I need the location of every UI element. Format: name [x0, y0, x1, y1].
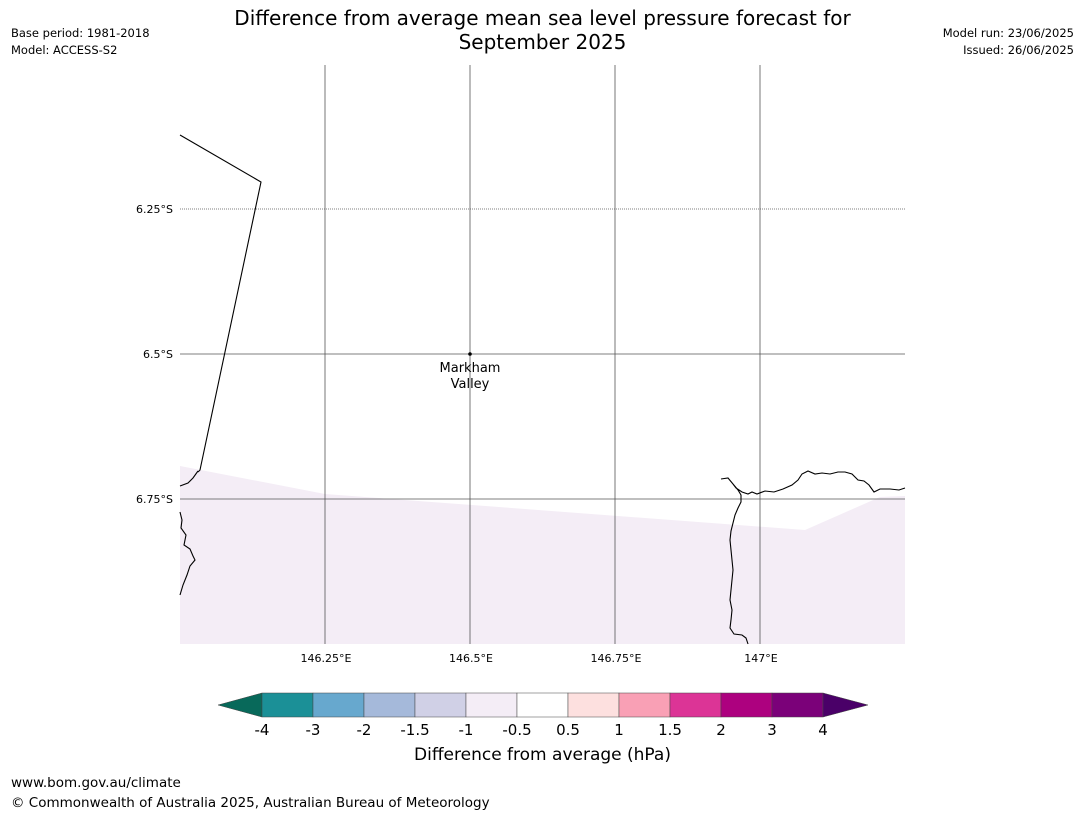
- colorbar-title: Difference from average (hPa): [414, 745, 671, 765]
- colorbar-segment: [363, 692, 416, 718]
- footer-website: www.bom.gov.au/climate: [11, 775, 181, 791]
- colorbar-extend-high: [822, 692, 869, 718]
- colorbar-segment: [312, 692, 365, 718]
- anomaly-fill: [180, 466, 905, 644]
- footer-copyright: © Commonwealth of Australia 2025, Austra…: [11, 795, 490, 811]
- place-marker: [468, 352, 472, 356]
- province-boundary: [179, 134, 262, 473]
- colorbar-tick-label: 3: [767, 721, 777, 739]
- colorbar-segment: [465, 692, 518, 718]
- colorbar-tick-label: -4: [255, 721, 270, 739]
- place-name-line-2: Valley: [451, 377, 490, 392]
- meta-right: Model run: 23/06/2025 Issued: 26/06/2025: [943, 25, 1074, 59]
- colorbar-segment: [720, 692, 773, 718]
- lon-tick-label: 146.75°E: [591, 652, 642, 665]
- colorbar-tick-label: -1.5: [400, 721, 429, 739]
- colorbar-tick-label: -0.5: [502, 721, 531, 739]
- lon-tick-label: 146.5°E: [449, 652, 493, 665]
- base-period: Base period: 1981-2018: [11, 26, 150, 40]
- colorbar-tick-label: 4: [818, 721, 828, 739]
- colorbar-segment: [414, 692, 467, 718]
- model-run: Model run: 23/06/2025: [942, 26, 1074, 40]
- lon-tick-label: 146.25°E: [301, 652, 352, 665]
- colorbar-segment: [618, 692, 671, 718]
- lat-tick-label: 6.5°S: [143, 348, 173, 361]
- colorbar-segment: [771, 692, 824, 718]
- graticule: [180, 65, 905, 644]
- colorbar-tick-label: 1: [614, 721, 624, 739]
- colorbar-ticks: -4 -3 -2 -1.5 -1 -0.5 0.5 1 1.5 2 3 4: [255, 721, 828, 739]
- meta-left: Base period: 1981-2018 Model: ACCESS-S2: [11, 25, 150, 59]
- colorbar-tick-label: 0.5: [556, 721, 580, 739]
- colorbar-tick-label: -3: [306, 721, 321, 739]
- model-name: Model: ACCESS-S2: [11, 43, 118, 57]
- place-name-line-1: Markham: [440, 361, 501, 376]
- colorbar-tick-label: -1: [459, 721, 474, 739]
- title-line-1: Difference from average mean sea level p…: [234, 6, 851, 30]
- colorbar-segment: [516, 692, 569, 718]
- colorbar-tick-label: 1.5: [658, 721, 682, 739]
- colorbar-segment: [669, 692, 722, 718]
- title-line-2: September 2025: [458, 30, 627, 54]
- chart-title: Difference from average mean sea level p…: [0, 6, 1085, 54]
- coastline-west: [179, 470, 199, 596]
- colorbar-segment: [261, 692, 314, 718]
- colorbar: [217, 692, 869, 718]
- lat-tick-label: 6.75°S: [136, 493, 173, 506]
- coastline-east: [720, 470, 906, 645]
- colorbar-tick-label: 2: [716, 721, 726, 739]
- colorbar-tick-label: -2: [357, 721, 372, 739]
- issued-date: Issued: 26/06/2025: [963, 43, 1074, 57]
- colorbar-segment: [567, 692, 620, 718]
- colorbar-extend-low: [217, 692, 263, 718]
- lon-tick-label: 147°E: [744, 652, 777, 665]
- lat-tick-label: 6.25°S: [136, 203, 173, 216]
